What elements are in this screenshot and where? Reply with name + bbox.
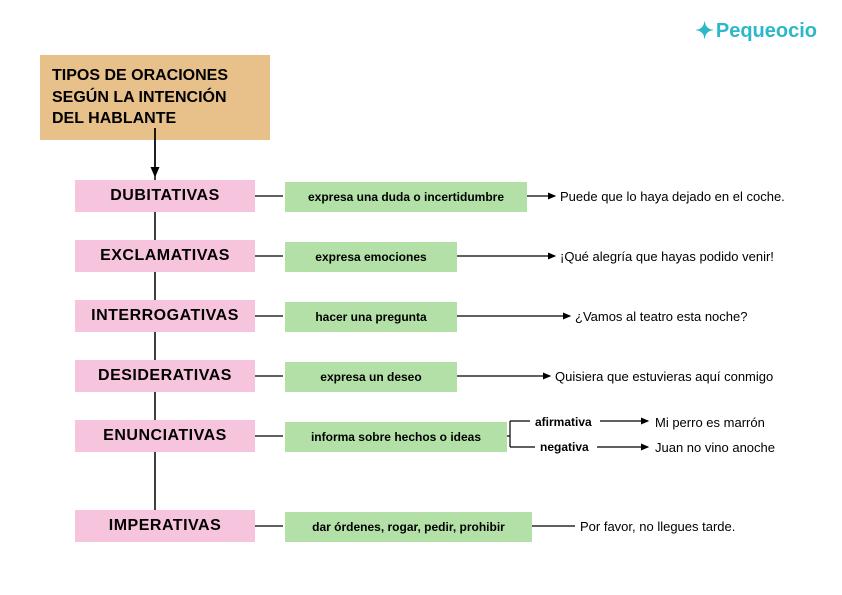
subtype-label: afirmativa	[535, 415, 592, 429]
desc-box: expresa una duda o incertidumbre	[285, 182, 527, 212]
example-text: Puede que lo haya dejado en el coche.	[560, 189, 785, 204]
type-box: DESIDERATIVAS	[75, 360, 255, 392]
example-text: Mi perro es marrón	[655, 415, 765, 430]
desc-box: dar órdenes, rogar, pedir, prohibir	[285, 512, 532, 542]
subtype-label: negativa	[540, 440, 589, 454]
desc-box: expresa un deseo	[285, 362, 457, 392]
example-text: ¿Vamos al teatro esta noche?	[575, 309, 747, 324]
type-box: DUBITATIVAS	[75, 180, 255, 212]
desc-box: hacer una pregunta	[285, 302, 457, 332]
type-box: EXCLAMATIVAS	[75, 240, 255, 272]
example-text: Quisiera que estuvieras aquí conmigo	[555, 369, 773, 384]
monster-icon: ✦	[695, 18, 713, 44]
example-text: Juan no vino anoche	[655, 440, 775, 455]
type-box: ENUNCIATIVAS	[75, 420, 255, 452]
example-text: ¡Qué alegría que hayas podido venir!	[560, 249, 774, 264]
desc-box: expresa emociones	[285, 242, 457, 272]
example-text: Por favor, no llegues tarde.	[580, 519, 735, 534]
type-box: IMPERATIVAS	[75, 510, 255, 542]
desc-box: informa sobre hechos o ideas	[285, 422, 507, 452]
brand-logo: ✦ Pequeocio	[695, 18, 817, 44]
diagram-title: TIPOS DE ORACIONES SEGÚN LA INTENCIÓN DE…	[40, 55, 270, 140]
logo-text: Pequeocio	[716, 20, 817, 43]
type-box: INTERROGATIVAS	[75, 300, 255, 332]
